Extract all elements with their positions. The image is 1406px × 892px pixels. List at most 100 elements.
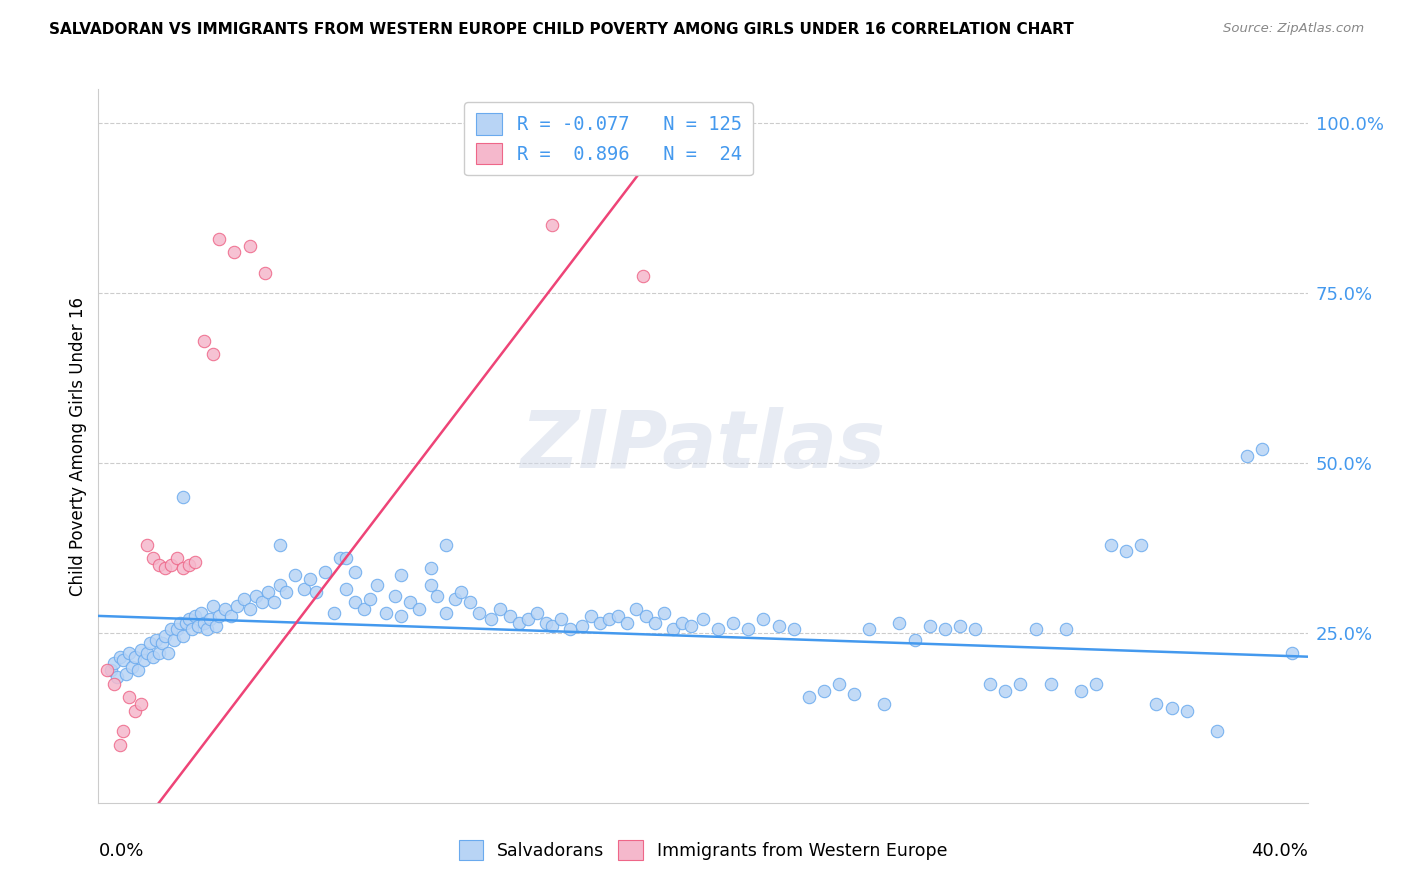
Point [965, 623, 987, 637]
Point [408, 602, 430, 616]
Point [631, 269, 654, 284]
Point [444, 591, 467, 606]
Point [166, 623, 188, 637]
Point [148, 558, 170, 572]
Point [193, 615, 215, 630]
Point [127, 663, 149, 677]
Point [253, 266, 276, 280]
Point [232, 591, 254, 606]
Point [344, 595, 367, 609]
Point [263, 595, 285, 609]
Point [1175, 704, 1198, 718]
Point [398, 595, 420, 609]
Point [1039, 677, 1062, 691]
Point [579, 608, 602, 623]
Point [305, 585, 328, 599]
Point [179, 558, 201, 572]
Point [979, 677, 1001, 691]
Point [752, 612, 775, 626]
Point [250, 595, 273, 609]
Point [360, 591, 382, 606]
Point [239, 238, 262, 252]
Point [129, 698, 152, 712]
Y-axis label: Child Poverty Among Girls Under 16: Child Poverty Among Girls Under 16 [69, 296, 87, 596]
Point [156, 646, 179, 660]
Point [124, 704, 146, 718]
Point [344, 565, 367, 579]
Legend: R = -0.077   N = 125, R =  0.896   N =  24: R = -0.077 N = 125, R = 0.896 N = 24 [464, 103, 754, 176]
Point [100, 663, 122, 677]
Point [783, 623, 806, 637]
Point [844, 687, 866, 701]
Point [239, 602, 262, 616]
Point [118, 690, 141, 705]
Point [153, 561, 176, 575]
Point [374, 606, 396, 620]
Point [420, 578, 443, 592]
Point [108, 649, 131, 664]
Point [904, 632, 927, 647]
Point [142, 649, 165, 664]
Point [135, 646, 157, 660]
Point [1160, 700, 1182, 714]
Point [652, 606, 675, 620]
Point [1054, 623, 1077, 637]
Point [190, 606, 212, 620]
Point [384, 589, 406, 603]
Point [269, 537, 291, 551]
Point [768, 619, 790, 633]
Point [111, 724, 134, 739]
Point [121, 660, 143, 674]
Point [737, 623, 759, 637]
Point [245, 589, 267, 603]
Text: ZIPatlas: ZIPatlas [520, 407, 886, 485]
Point [1070, 683, 1092, 698]
Point [420, 561, 443, 575]
Point [132, 653, 155, 667]
Point [103, 657, 125, 671]
Point [1281, 646, 1303, 660]
Point [1251, 442, 1274, 457]
Point [481, 612, 503, 626]
Point [571, 619, 593, 633]
Point [135, 537, 157, 551]
Point [661, 623, 683, 637]
Point [692, 612, 714, 626]
Point [626, 602, 648, 616]
Point [179, 612, 201, 626]
Point [214, 602, 236, 616]
Point [607, 608, 630, 623]
Point [1144, 698, 1167, 712]
Point [634, 608, 657, 623]
Point [160, 558, 183, 572]
Point [172, 561, 194, 575]
Point [174, 615, 197, 630]
Point [202, 347, 225, 361]
Text: 40.0%: 40.0% [1251, 842, 1308, 860]
Point [96, 663, 118, 677]
Point [434, 537, 457, 551]
Point [314, 565, 336, 579]
Point [163, 632, 186, 647]
Text: SALVADORAN VS IMMIGRANTS FROM WESTERN EUROPE CHILD POVERTY AMONG GIRLS UNDER 16 : SALVADORAN VS IMMIGRANTS FROM WESTERN EU… [49, 22, 1074, 37]
Point [918, 619, 941, 633]
Point [558, 623, 581, 637]
Point [187, 619, 209, 633]
Point [1024, 623, 1046, 637]
Point [889, 615, 911, 630]
Point [458, 595, 481, 609]
Point [172, 490, 194, 504]
Point [329, 551, 352, 566]
Point [508, 615, 530, 630]
Point [534, 615, 557, 630]
Point [934, 623, 956, 637]
Point [540, 619, 562, 633]
Point [526, 606, 548, 620]
Point [1236, 449, 1258, 463]
Point [1130, 537, 1153, 551]
Point [723, 615, 745, 630]
Point [274, 585, 297, 599]
Point [224, 245, 246, 260]
Point [1010, 677, 1032, 691]
Point [335, 582, 357, 596]
